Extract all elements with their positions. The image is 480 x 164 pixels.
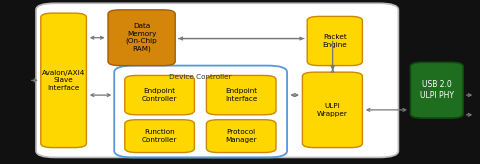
- FancyBboxPatch shape: [108, 10, 175, 66]
- FancyBboxPatch shape: [307, 16, 362, 66]
- FancyBboxPatch shape: [125, 75, 194, 115]
- FancyBboxPatch shape: [41, 13, 86, 148]
- Text: Protocol
Manager: Protocol Manager: [226, 130, 257, 143]
- Text: USB 2.0
ULPI PHY: USB 2.0 ULPI PHY: [420, 80, 454, 100]
- FancyBboxPatch shape: [125, 120, 194, 153]
- Text: Packet
Engine: Packet Engine: [323, 34, 347, 48]
- Text: Endpoint
Controller: Endpoint Controller: [142, 89, 177, 102]
- Text: ULPI
Wrapper: ULPI Wrapper: [317, 103, 348, 116]
- FancyBboxPatch shape: [206, 75, 276, 115]
- FancyBboxPatch shape: [206, 120, 276, 153]
- Text: Function
Controller: Function Controller: [142, 130, 177, 143]
- Text: Endpoint
Interface: Endpoint Interface: [225, 89, 257, 102]
- FancyBboxPatch shape: [36, 3, 398, 157]
- Text: Device Controller: Device Controller: [169, 74, 232, 80]
- Text: Avalon/AXI4
Slave
Interface: Avalon/AXI4 Slave Interface: [42, 70, 85, 91]
- FancyBboxPatch shape: [302, 72, 362, 148]
- FancyBboxPatch shape: [410, 62, 463, 118]
- Text: Data
Memory
(On-Chip
RAM): Data Memory (On-Chip RAM): [126, 23, 157, 52]
